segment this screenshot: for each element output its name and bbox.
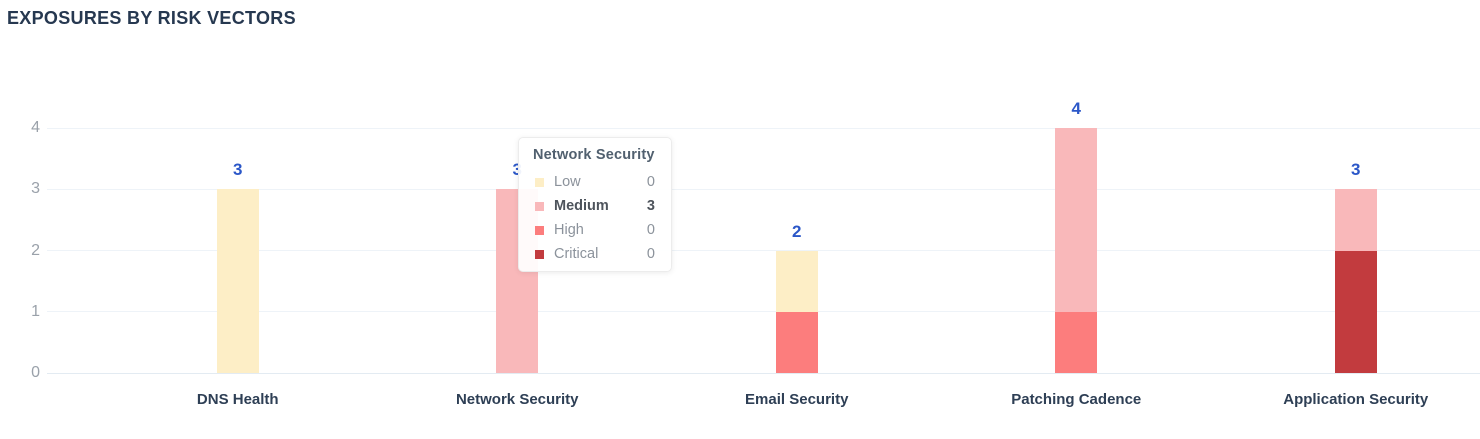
bar-segment-critical[interactable] — [1334, 250, 1377, 373]
tooltip-title: Network Security — [533, 147, 655, 163]
tooltip-rows: Low 0 Medium 3 High 0 Critical 0 — [531, 170, 655, 266]
tooltip-row-value: 3 — [646, 198, 655, 214]
gridline — [47, 188, 1480, 190]
tooltip-row: Medium 3 — [531, 194, 655, 218]
bar-segment-high[interactable] — [775, 311, 818, 373]
severity-swatch-icon — [535, 177, 544, 187]
gridline — [47, 250, 1480, 251]
tooltip-row-label: High — [554, 222, 584, 238]
gridline — [47, 127, 1480, 129]
y-axis-tick-label: 2 — [31, 241, 40, 259]
chart-tooltip: Network Security Low 0 Medium 3 High 0 Critica… — [518, 137, 672, 272]
y-axis-tick-label: 4 — [31, 119, 40, 136]
y-axis-tick-label: 1 — [31, 302, 40, 320]
severity-swatch-icon — [535, 225, 544, 235]
y-axis-tick-label: 3 — [31, 180, 40, 198]
tooltip-row-label: Medium — [554, 198, 609, 214]
tooltip-row: Low 0 — [531, 170, 655, 194]
x-axis-category-label: Network Security — [455, 391, 579, 408]
x-axis-category-label: Application Security — [1283, 391, 1429, 408]
bar-segment-medium[interactable] — [1055, 128, 1098, 312]
gridline — [47, 372, 1480, 374]
tooltip-row-label: Critical — [554, 246, 599, 262]
bar-total-label: 3 — [233, 160, 243, 180]
page-title: EXPOSURES BY RISK VECTORS — [7, 8, 296, 28]
tooltip-row: Critical 0 — [531, 242, 655, 266]
tooltip-row: High 0 — [531, 218, 655, 242]
x-axis-category-label: Email Security — [745, 391, 849, 408]
severity-swatch-icon — [535, 249, 544, 259]
y-axis-tick-label: 0 — [31, 364, 40, 381]
tooltip-row-value: 0 — [646, 222, 655, 238]
tooltip-row-value: 0 — [646, 246, 655, 262]
x-axis-category-label: Patching Cadence — [1011, 391, 1142, 408]
bar-segment-low[interactable] — [216, 189, 259, 373]
bar-segment-medium[interactable] — [1334, 189, 1377, 251]
x-axis-category-label: DNS Health — [196, 391, 279, 408]
gridline — [47, 311, 1480, 313]
severity-swatch-icon — [535, 201, 544, 211]
bar-total-label: 3 — [487, 161, 547, 179]
bar-segment-high[interactable] — [1055, 311, 1098, 373]
tooltip-row-value: 0 — [646, 174, 655, 190]
bar-total-label: 4 — [1071, 99, 1081, 118]
tooltip-row-label: Low — [554, 174, 581, 190]
bar-segment-low[interactable] — [775, 250, 818, 312]
bar-total-label: 2 — [792, 221, 802, 241]
bar-total-label: 3 — [1351, 160, 1361, 180]
